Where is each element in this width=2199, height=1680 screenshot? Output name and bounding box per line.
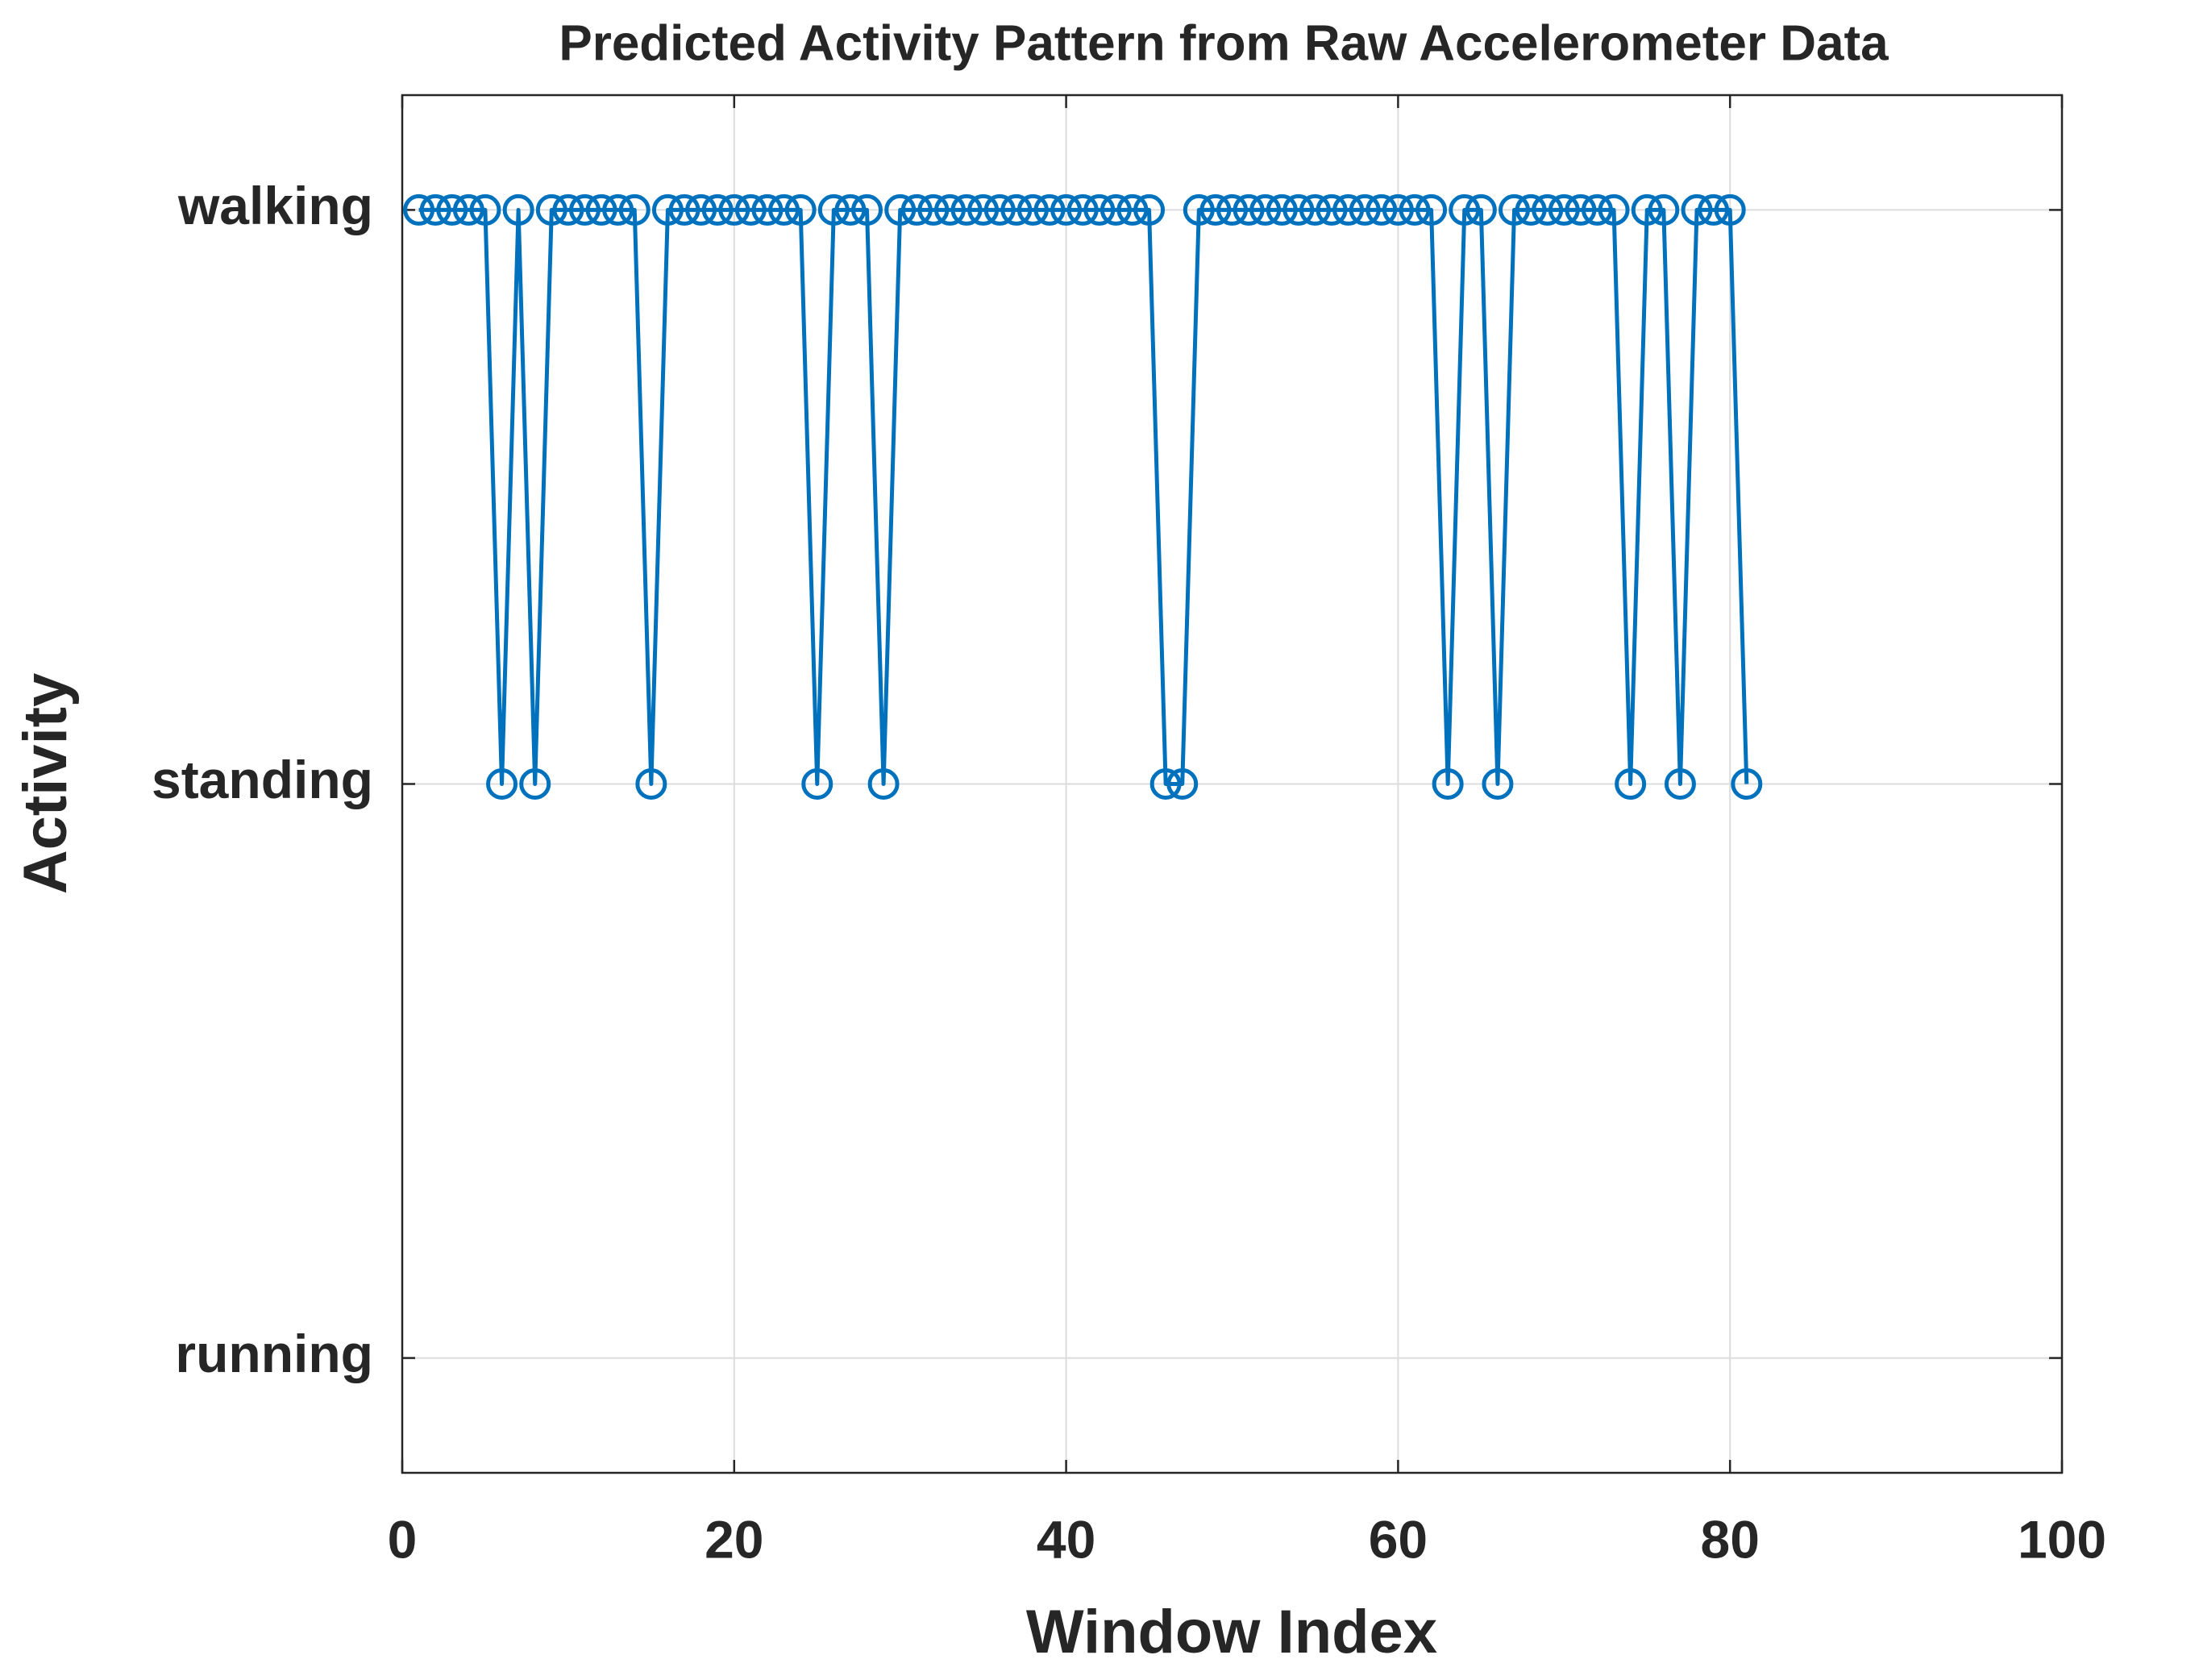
data-point: [1664, 768, 1696, 800]
data-point: [1100, 193, 1132, 226]
data-point: [1465, 193, 1497, 226]
data-point: [1482, 768, 1514, 800]
data-point: [585, 193, 617, 226]
x-tick-label: 60: [1369, 1509, 1428, 1569]
data-point: [834, 193, 867, 226]
x-axis-label: Window Index: [1026, 1598, 1437, 1666]
y-tick-label: standing: [152, 750, 373, 809]
x-tick-label: 0: [388, 1509, 418, 1569]
data-point: [1233, 193, 1265, 226]
data-point: [1648, 193, 1680, 226]
data-point: [1316, 193, 1348, 226]
data-point: [1681, 193, 1713, 226]
data-point: [1266, 193, 1298, 226]
x-tick-label: 100: [2018, 1509, 2106, 1569]
data-point: [1432, 768, 1464, 800]
data-point: [1016, 193, 1049, 226]
data-point: [1050, 193, 1083, 226]
chart-title: Predicted Activity Pattern from Raw Acce…: [559, 15, 1889, 71]
data-point: [552, 193, 584, 226]
data-point: [1714, 193, 1746, 226]
data-point: [618, 193, 651, 226]
data-point: [1249, 193, 1282, 226]
data-point: [701, 193, 734, 226]
data-point: [519, 768, 551, 800]
data-point: [1033, 193, 1066, 226]
data-point: [1731, 768, 1763, 800]
data-point: [1332, 193, 1365, 226]
data-point: [1183, 193, 1215, 226]
data-point: [884, 193, 917, 226]
data-point: [801, 768, 833, 800]
data-point: [1349, 193, 1381, 226]
data-point: [867, 768, 900, 800]
plot-frame: [401, 94, 2064, 1474]
data-point: [1548, 193, 1580, 226]
data-point: [1366, 193, 1398, 226]
data-point: [1199, 193, 1232, 226]
y-tick-label: running: [175, 1324, 373, 1383]
data-point: [502, 193, 534, 226]
data-point: [1515, 193, 1547, 226]
data-point: [486, 768, 518, 800]
data-point: [1382, 193, 1414, 226]
data-point: [1166, 768, 1199, 800]
data-point: [1565, 193, 1597, 226]
data-point: [419, 193, 451, 226]
data-point: [718, 193, 750, 226]
data-point: [1631, 193, 1663, 226]
data-point: [1698, 193, 1730, 226]
data-point: [851, 193, 883, 226]
data-point: [1532, 193, 1564, 226]
data-point: [817, 193, 850, 226]
data-point: [751, 193, 784, 226]
data-point: [1083, 193, 1116, 226]
data-point: [1066, 193, 1099, 226]
data-point: [1282, 193, 1315, 226]
data-point: [768, 193, 800, 226]
data-point: [983, 193, 1016, 226]
data-point: [668, 193, 700, 226]
data-point: [1116, 193, 1149, 226]
data-point: [1615, 768, 1647, 800]
x-tick-label: 80: [1700, 1509, 1759, 1569]
data-point: [1149, 768, 1182, 800]
data-point: [1000, 193, 1033, 226]
data-point: [685, 193, 717, 226]
y-tick-label: walking: [177, 176, 373, 235]
data-point: [1581, 193, 1613, 226]
data-point: [535, 193, 567, 226]
x-tick-label: 40: [1037, 1509, 1095, 1569]
data-point: [784, 193, 817, 226]
data-point: [967, 193, 1000, 226]
data-point: [734, 193, 767, 226]
data-point: [1598, 193, 1630, 226]
data-point: [469, 193, 501, 226]
data-point: [436, 193, 468, 226]
data-point: [635, 768, 667, 800]
data-point: [602, 193, 634, 226]
data-point: [568, 193, 601, 226]
data-point: [651, 193, 684, 226]
series-line: [418, 207, 1749, 786]
data-point: [1299, 193, 1331, 226]
data-point: [1449, 193, 1481, 226]
data-point: [452, 193, 484, 226]
x-tick-label: 20: [705, 1509, 763, 1569]
data-point: [900, 193, 933, 226]
data-point: [1499, 193, 1531, 226]
data-point: [1216, 193, 1248, 226]
data-point: [403, 193, 435, 226]
data-point: [1399, 193, 1431, 226]
y-axis-label: Activity: [11, 673, 80, 895]
data-point: [917, 193, 950, 226]
data-point: [950, 193, 983, 226]
data-point: [1415, 193, 1448, 226]
data-point: [933, 193, 966, 226]
data-point: [1133, 193, 1166, 226]
